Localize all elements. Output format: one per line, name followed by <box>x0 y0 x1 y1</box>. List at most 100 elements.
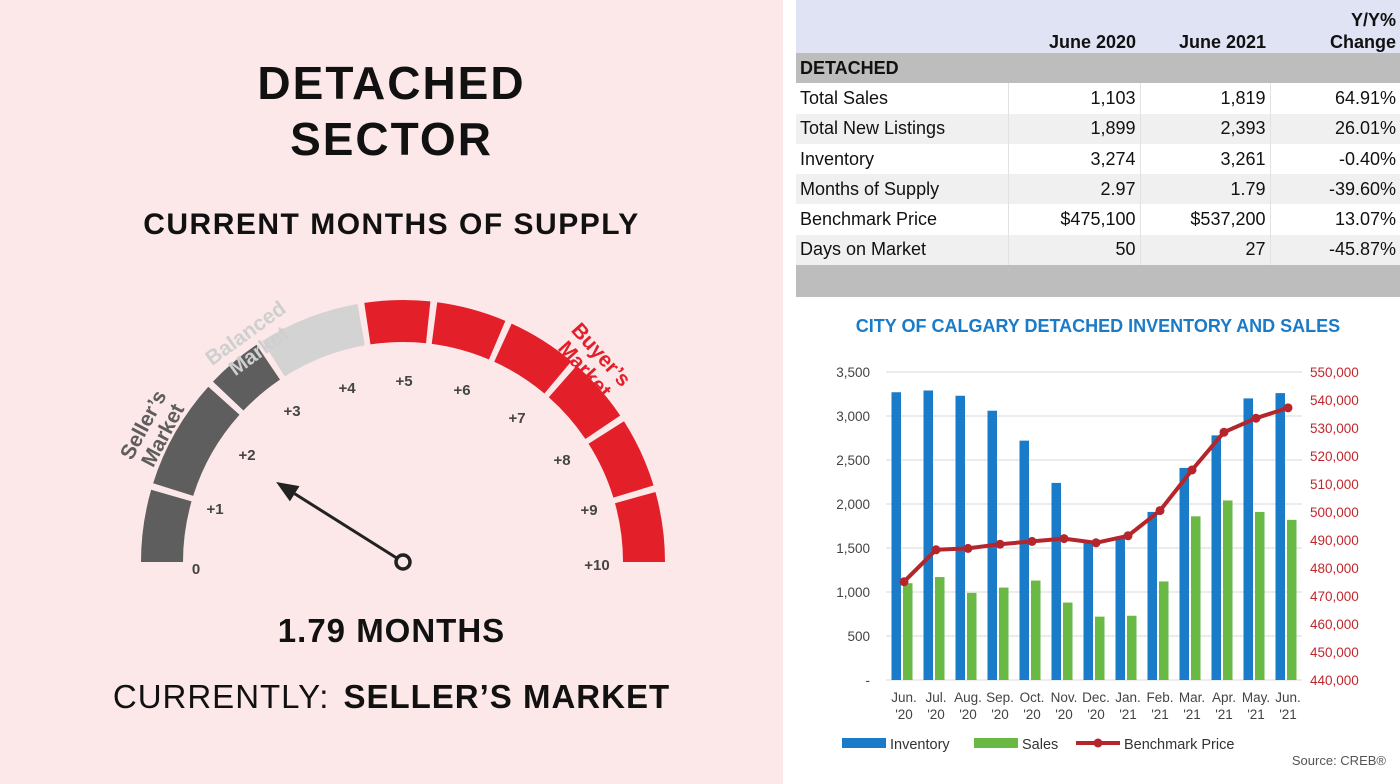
cell-june-2021: 2,393 <box>1139 113 1270 144</box>
gauge-tick-label: 0 <box>192 561 200 578</box>
table-footer-row <box>796 265 1400 298</box>
cell-june-2020: 3,274 <box>1007 143 1140 175</box>
row-label: Total Sales <box>796 83 1008 114</box>
table-header-blank <box>796 0 1008 53</box>
legend-swatch <box>974 738 1018 748</box>
x-tick-label: '21 <box>1247 707 1265 722</box>
cell-june-2020: 1,899 <box>1007 113 1140 144</box>
cell-change: 26.01% <box>1269 113 1400 144</box>
bar-inventory <box>1083 540 1093 680</box>
y-right-tick-label: 460,000 <box>1310 617 1359 632</box>
bar-inventory <box>891 392 901 680</box>
point-benchmark-price <box>1027 536 1037 546</box>
gauge-needle-pivot <box>394 553 412 571</box>
bar-inventory <box>923 390 933 680</box>
y-left-tick-label: 2,000 <box>836 497 870 512</box>
x-tick-label: '20 <box>1023 707 1041 722</box>
x-tick-label: '21 <box>1279 707 1297 722</box>
cell-change: 13.07% <box>1269 204 1400 235</box>
point-benchmark-price <box>1155 506 1165 516</box>
page-title-line1: DETACHED <box>257 57 526 109</box>
gauge-segment <box>212 344 280 411</box>
bar-sales <box>1223 500 1233 680</box>
table-row: Months of Supply 2.97 1.79 -39.60% <box>796 174 1400 205</box>
cell-june-2020: $475,100 <box>1007 204 1140 235</box>
x-tick-label: Jan. <box>1115 690 1141 705</box>
bar-sales <box>903 583 913 680</box>
legend-label: Sales <box>1022 737 1058 753</box>
y-left-tick-label: 2,500 <box>836 453 870 468</box>
x-tick-label: Jun. <box>1275 690 1301 705</box>
x-tick-label: '20 <box>959 707 977 722</box>
gauge-segment <box>364 299 431 345</box>
x-tick-label: '21 <box>1119 707 1137 722</box>
y-right-tick-label: 450,000 <box>1310 645 1359 660</box>
point-benchmark-price <box>995 539 1005 549</box>
x-tick-label: Mar. <box>1179 690 1205 705</box>
row-label: Total New Listings <box>796 113 1008 144</box>
x-tick-label: '21 <box>1183 707 1201 722</box>
cell-june-2021: 1,819 <box>1139 83 1270 114</box>
left-panel: DETACHED SECTOR CURRENT MONTHS OF SUPPLY… <box>0 0 783 784</box>
gauge-segment <box>548 365 621 439</box>
bar-inventory <box>1179 467 1189 680</box>
x-tick-label: May. <box>1242 690 1270 705</box>
cell-change: -39.60% <box>1269 174 1400 205</box>
point-benchmark-price <box>1187 465 1197 475</box>
cell-june-2021: 1.79 <box>1139 174 1270 205</box>
point-benchmark-price <box>1059 534 1069 544</box>
x-tick-label: Apr. <box>1212 690 1236 705</box>
x-tick-label: Oct. <box>1020 690 1045 705</box>
legend-label: Benchmark Price <box>1124 737 1234 753</box>
y-right-tick-label: 500,000 <box>1310 505 1359 520</box>
gauge-tick-label: +9 <box>580 502 597 519</box>
bar-inventory <box>1147 511 1157 680</box>
table-header-change: Y/Y% Change <box>1270 0 1400 53</box>
y-left-tick-label: - <box>866 673 871 688</box>
gauge-segment <box>588 421 654 498</box>
bar-inventory <box>955 395 965 680</box>
bar-inventory <box>1243 398 1253 680</box>
row-label: Days on Market <box>796 234 1008 266</box>
table-header-change-label: Change <box>1329 32 1396 52</box>
market-status-value: SELLER’S MARKET <box>343 678 671 715</box>
cell-june-2021: $537,200 <box>1139 204 1270 235</box>
legend-swatch-marker <box>1093 738 1103 748</box>
point-benchmark-price <box>1283 403 1293 413</box>
row-label: Benchmark Price <box>796 204 1008 235</box>
bar-sales <box>1159 581 1169 680</box>
bar-sales <box>999 587 1009 680</box>
x-tick-label: '20 <box>927 707 945 722</box>
gauge-tick-label: +3 <box>283 403 300 420</box>
x-tick-label: Feb. <box>1146 690 1173 705</box>
cell-june-2020: 2.97 <box>1007 174 1140 205</box>
y-right-tick-label: 550,000 <box>1310 365 1359 380</box>
source-note: Source: CREB® <box>1291 753 1386 768</box>
x-tick-label: '20 <box>1055 707 1073 722</box>
bar-sales <box>1063 602 1073 680</box>
bar-sales <box>935 577 945 680</box>
page-title-line2: SECTOR <box>290 113 493 165</box>
gauge-tick-label: +8 <box>553 452 570 469</box>
bar-sales <box>1127 615 1137 680</box>
market-status-label: CURRENTLY: <box>112 678 330 715</box>
gauge-segment <box>614 491 665 562</box>
table-header-row: June 2020 June 2021 Y/Y% Change <box>796 0 1400 53</box>
months-of-supply-gauge: 0+1+2+3+4 +5+6+7+8+9+10Seller’sMarketBala… <box>116 297 665 578</box>
x-tick-label: Dec. <box>1082 690 1110 705</box>
cell-june-2021: 27 <box>1139 234 1270 266</box>
point-benchmark-price <box>931 545 941 555</box>
inventory-sales-chart: - 500 1,000 1,500 2,000 2,500 3,000 3,500 440,00… <box>836 365 1359 753</box>
y-right-tick-label: 530,000 <box>1310 421 1359 436</box>
chart-title: CITY OF CALGARY DETACHED INVENTORY AND S… <box>855 316 1341 336</box>
x-tick-label: Jul. <box>925 690 946 705</box>
point-benchmark-price <box>1123 531 1133 541</box>
gauge-segment <box>153 386 240 496</box>
cell-change: -45.87% <box>1269 234 1400 266</box>
cell-june-2021: 3,261 <box>1139 143 1270 175</box>
bar-inventory <box>1019 440 1029 680</box>
gauge-tick-label: +2 <box>238 447 255 464</box>
stats-table: June 2020 June 2021 Y/Y% Change DETACHED … <box>796 0 1400 298</box>
gauge-segment <box>141 489 192 562</box>
table-row: Inventory 3,274 3,261 -0.40% <box>796 143 1400 175</box>
